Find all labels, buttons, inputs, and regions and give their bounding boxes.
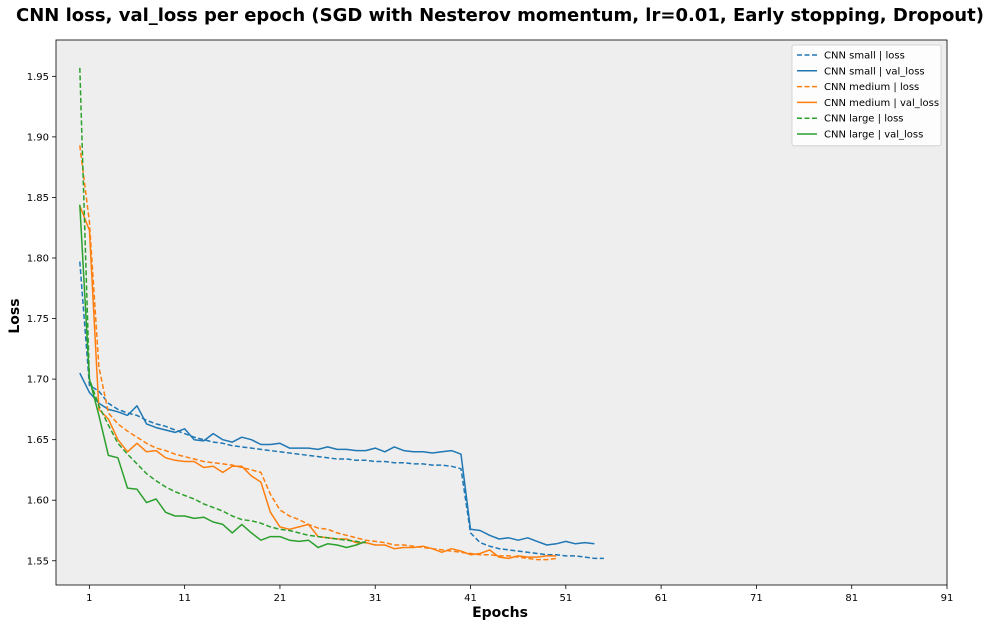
legend-entry: CNN medium | val_loss	[824, 98, 939, 109]
series-line-cnn-large-loss	[79, 67, 366, 544]
y-tick-label: 1.85	[27, 193, 49, 204]
y-tick-label: 1.80	[27, 254, 49, 265]
x-tick-label: 71	[750, 593, 763, 604]
x-tick-label: 31	[369, 593, 382, 604]
series-layer	[79, 67, 604, 561]
y-tick-label: 1.55	[27, 556, 49, 567]
x-tick-label: 51	[559, 593, 572, 604]
x-tick-label: 41	[464, 593, 477, 604]
y-tick-label: 1.70	[27, 375, 49, 386]
legend-box	[791, 44, 942, 147]
plot-frame	[55, 39, 948, 586]
legend-entry: CNN small | val_loss	[824, 66, 925, 77]
legend-entry: CNN large | val_loss	[824, 130, 923, 141]
y-tick-label: 1.60	[27, 496, 49, 507]
y-tick-label: 1.65	[27, 435, 49, 446]
x-tick-label: 61	[655, 593, 668, 604]
x-tick-label: 91	[941, 593, 954, 604]
series-line-cnn-small-val-loss	[79, 372, 595, 546]
chart-title: CNN loss, val_loss per epoch (SGD with N…	[16, 5, 984, 26]
x-tick-label: 21	[274, 593, 287, 604]
x-axis-label: Epochs	[472, 605, 528, 621]
series-line-cnn-large-val-loss	[79, 204, 366, 549]
y-tick-label: 1.75	[27, 314, 49, 325]
y-axis: 1.55 1.60 1.65 1.70 1.75 1.80 1.85 1.90 1.95	[27, 72, 56, 567]
legend-entry: CNN large | loss	[824, 114, 904, 125]
legend-entry: CNN medium | loss	[824, 82, 919, 93]
legend: CNN small | loss CNN small | val_loss CNN …	[791, 44, 942, 147]
x-tick-label: 81	[845, 593, 858, 604]
y-axis-label: Loss	[7, 298, 23, 333]
x-tick-label: 1	[86, 593, 92, 604]
legend-entry: CNN small | loss	[824, 51, 905, 62]
x-tick-label: 11	[178, 593, 191, 604]
x-axis: 1 11 21 31 41 51 61 71 81 91	[86, 585, 953, 604]
series-line-cnn-small-loss	[79, 261, 604, 560]
y-tick-label: 1.90	[27, 132, 49, 143]
y-tick-label: 1.95	[27, 72, 49, 83]
